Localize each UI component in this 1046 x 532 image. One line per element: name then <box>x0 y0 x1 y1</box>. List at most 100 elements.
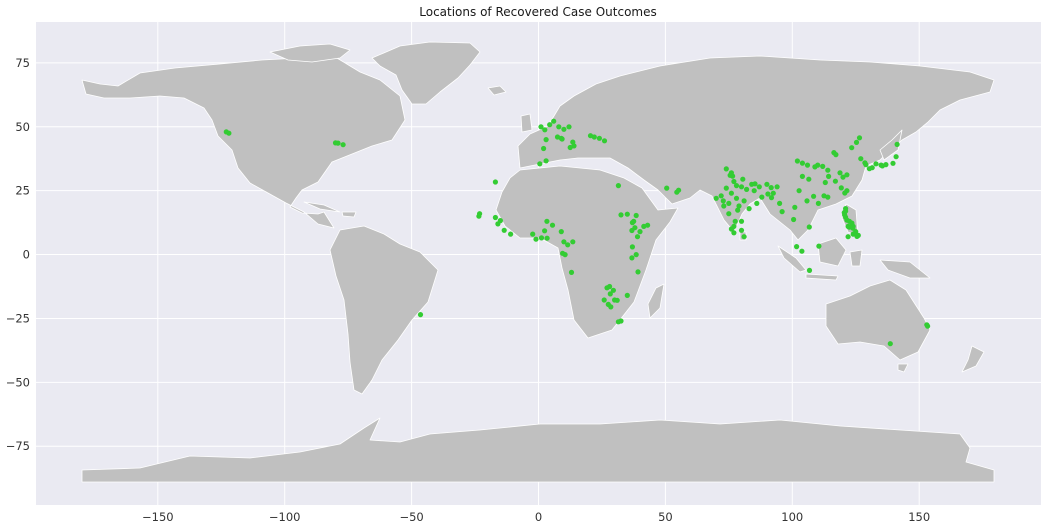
recovered-case-point <box>844 172 850 178</box>
landmass-arctic-islands <box>269 43 351 63</box>
recovered-case-point <box>723 185 729 191</box>
recovered-case-point <box>728 190 735 196</box>
landmass-borneo <box>817 237 847 267</box>
recovered-case-point <box>890 160 896 166</box>
recovered-case-point <box>566 124 572 130</box>
recovered-case-point <box>794 158 801 164</box>
recovered-case-point <box>551 118 557 124</box>
recovered-case-point <box>547 122 553 128</box>
x-tick-label: 50 <box>658 510 673 524</box>
recovered-case-point <box>791 216 797 223</box>
recovered-case-point <box>845 234 851 240</box>
recovered-case-point <box>806 224 812 230</box>
recovered-case-point <box>530 231 536 237</box>
recovered-case-point <box>565 242 571 248</box>
recovered-case-point <box>735 207 741 213</box>
recovered-case-point <box>752 181 758 187</box>
y-tick-label: −25 <box>6 311 30 325</box>
recovered-case-point <box>726 211 732 217</box>
recovered-case-point <box>853 139 860 145</box>
recovered-case-point <box>568 269 575 275</box>
landmass-australia <box>825 279 931 361</box>
recovered-case-point <box>718 193 724 199</box>
recovered-case-point <box>561 126 567 132</box>
landmass-africa <box>495 165 679 339</box>
recovered-case-point <box>549 222 556 228</box>
recovered-case-point <box>756 184 762 190</box>
recovered-case-point <box>614 297 620 303</box>
recovered-case-point <box>497 218 503 224</box>
recovered-case-point <box>633 212 639 219</box>
landmass-java <box>805 273 839 281</box>
recovered-case-point <box>624 211 630 217</box>
recovered-case-point <box>723 166 729 172</box>
landmass-new-guinea <box>879 259 931 279</box>
recovered-case-point <box>720 198 726 204</box>
recovered-case-point <box>744 186 750 192</box>
recovered-case-point <box>764 181 770 187</box>
recovered-case-point <box>559 136 565 142</box>
recovered-case-point <box>731 223 737 229</box>
recovered-case-point <box>601 297 607 303</box>
recovered-case-point <box>768 185 774 191</box>
recovered-case-point <box>615 183 622 189</box>
recovered-case-point <box>596 135 603 141</box>
recovered-case-point <box>713 195 719 201</box>
recovered-case-point <box>633 252 639 258</box>
recovered-case-point <box>629 255 635 261</box>
recovered-case-point <box>738 218 745 224</box>
recovered-case-point <box>558 229 564 235</box>
recovered-case-point <box>846 224 853 230</box>
recovered-case-point <box>732 218 738 224</box>
recovered-case-point <box>615 319 622 325</box>
recovered-case-point <box>842 190 848 196</box>
y-tick-label: 25 <box>15 184 30 198</box>
recovered-case-point <box>543 158 549 164</box>
recovered-case-point <box>492 179 498 185</box>
recovered-case-point <box>335 140 341 146</box>
recovered-case-point <box>738 184 745 190</box>
landmass-south-america <box>329 225 439 395</box>
recovered-case-point <box>492 214 498 221</box>
recovered-case-point <box>591 134 597 140</box>
recovered-case-point <box>340 142 346 148</box>
recovered-case-point <box>477 211 483 217</box>
recovered-case-point <box>832 178 839 184</box>
recovered-case-point <box>533 236 539 242</box>
recovered-case-point <box>811 193 817 199</box>
recovered-case-point <box>825 167 831 173</box>
recovered-case-point <box>501 227 507 233</box>
recovered-case-point <box>542 127 548 133</box>
recovered-case-point <box>765 191 771 197</box>
recovered-case-point <box>799 248 805 254</box>
recovered-case-point <box>806 267 813 273</box>
recovered-case-point <box>768 195 775 201</box>
recovered-case-point <box>601 138 608 144</box>
recovered-case-point <box>873 161 879 167</box>
recovered-case-point <box>840 174 846 180</box>
landmass-uk <box>520 113 533 133</box>
recovered-case-point <box>610 287 617 293</box>
recovered-case-point <box>561 239 567 245</box>
recovered-case-point <box>645 222 651 228</box>
y-tick-label: 0 <box>23 248 30 262</box>
recovered-case-point <box>837 170 843 176</box>
x-tick-label: −150 <box>142 510 174 524</box>
recovered-case-point <box>822 179 828 186</box>
recovered-case-point <box>825 194 831 200</box>
recovered-case-point <box>806 176 812 182</box>
recovered-case-point <box>826 173 832 179</box>
recovered-case-point <box>779 209 785 215</box>
recovered-case-point <box>740 176 746 182</box>
recovered-case-point <box>664 185 670 191</box>
recovered-case-point <box>538 124 544 130</box>
recovered-case-point <box>726 200 732 206</box>
recovered-case-point <box>887 341 893 347</box>
landmass-hispaniola <box>341 211 357 218</box>
recovered-case-point <box>562 252 568 258</box>
landmass-madagascar <box>647 283 665 319</box>
landmass-tasmania <box>897 363 909 373</box>
landmass-sulawesi <box>849 249 863 267</box>
recovered-case-point <box>792 204 798 210</box>
recovered-case-point <box>751 188 757 194</box>
